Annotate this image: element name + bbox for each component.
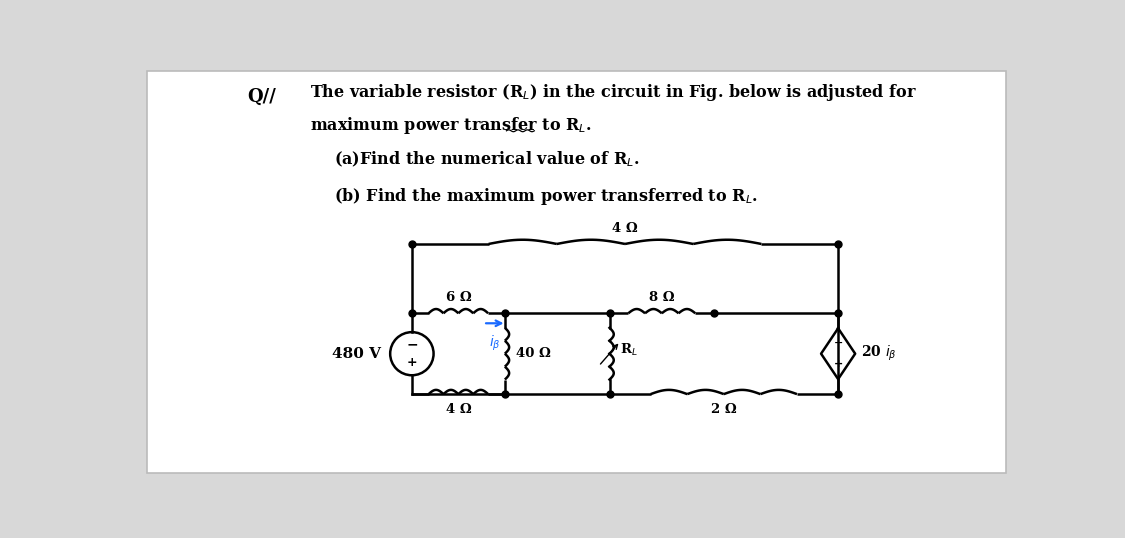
FancyBboxPatch shape — [147, 70, 1006, 473]
Text: 6 Ω: 6 Ω — [446, 292, 471, 305]
Text: Q//: Q// — [248, 88, 277, 105]
Text: 8 Ω: 8 Ω — [649, 292, 675, 305]
Text: 40 Ω: 40 Ω — [515, 347, 550, 360]
Text: The variable resistor (R$_L$) in the circuit in Fig. below is adjusted for: The variable resistor (R$_L$) in the cir… — [309, 82, 917, 103]
Text: 4 Ω: 4 Ω — [446, 403, 471, 416]
Text: −: − — [406, 338, 417, 352]
Text: maximum power transfer to R$_L$.: maximum power transfer to R$_L$. — [309, 115, 592, 136]
Text: $i_\beta$: $i_\beta$ — [489, 333, 501, 352]
Text: (a)Find the numerical value of R$_L$.: (a)Find the numerical value of R$_L$. — [334, 150, 640, 169]
Text: R$_L$: R$_L$ — [620, 342, 637, 358]
Text: 2 Ω: 2 Ω — [711, 403, 737, 416]
Text: 4 Ω: 4 Ω — [612, 222, 638, 235]
Text: 480 V: 480 V — [332, 346, 381, 360]
Text: (b) Find the maximum power transferred to R$_L$.: (b) Find the maximum power transferred t… — [334, 186, 758, 207]
Text: +: + — [406, 356, 417, 369]
Text: −: − — [834, 338, 843, 348]
Text: +: + — [834, 359, 843, 370]
Text: 20 $i_\beta$: 20 $i_\beta$ — [862, 344, 898, 363]
